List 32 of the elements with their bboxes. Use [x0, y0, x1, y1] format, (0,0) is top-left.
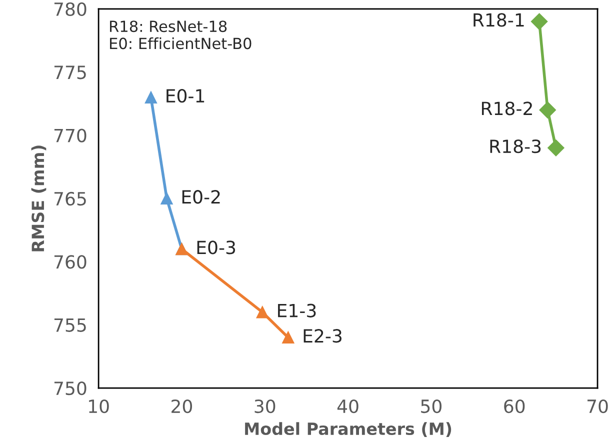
y-tick-label: 760 [54, 255, 86, 269]
x-tick-label: 10 [89, 399, 109, 414]
point [548, 140, 564, 156]
x-tick-label: 50 [421, 399, 442, 414]
x-axis-title: Model Parameters (M) [245, 422, 452, 438]
y-tick-label: 765 [54, 192, 86, 206]
y-tick-label: 775 [54, 66, 86, 80]
x-tick-label: 70 [588, 399, 608, 414]
point [160, 192, 173, 205]
annotation: R18-1 [474, 13, 524, 27]
annotation: E2-3 [304, 329, 342, 343]
point [539, 102, 556, 118]
y-tick-label: 780 [54, 2, 86, 16]
annotation: E0-3 [197, 240, 236, 254]
point [530, 13, 548, 30]
point [282, 331, 294, 344]
y-axis-title: RMSE (mm) [31, 146, 46, 252]
annotation: E0-1 [166, 88, 204, 103]
x-tick-label: 30 [254, 399, 276, 414]
annotation: R18-3 [490, 140, 541, 154]
annotation: R18: ResNet-18 E0: EfficientNet-B0 [110, 20, 252, 50]
point [144, 91, 158, 104]
y-tick-label: 755 [54, 318, 86, 332]
point [256, 306, 268, 318]
annotation: E1-3 [278, 304, 316, 318]
annotation: E0-2 [182, 190, 220, 204]
x-tick-label: 60 [504, 399, 525, 414]
x-tick-label: 40 [337, 399, 358, 414]
x-tick-label: 20 [172, 399, 192, 414]
y-tick-label: 770 [54, 128, 86, 142]
annotation: R18-2 [482, 102, 532, 116]
y-tick-label: 750 [54, 381, 86, 396]
